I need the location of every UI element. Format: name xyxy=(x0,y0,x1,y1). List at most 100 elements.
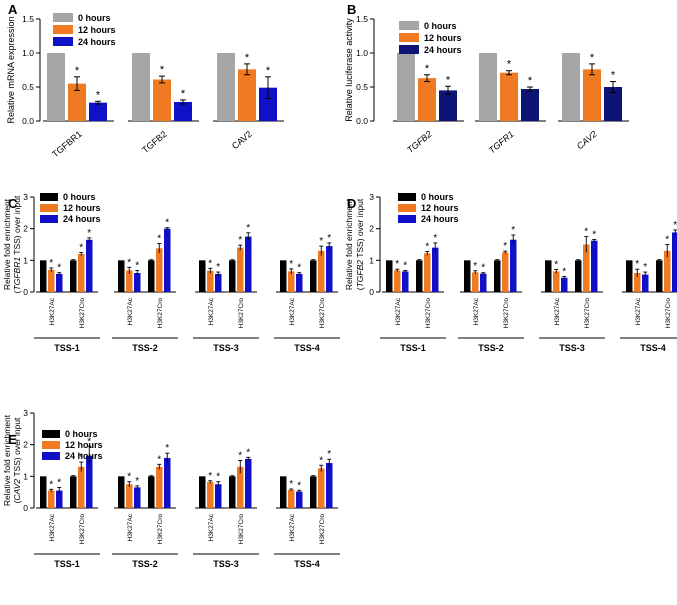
significance-star: * xyxy=(216,472,220,483)
bar xyxy=(664,250,671,292)
legend-label: 0 hours xyxy=(421,192,454,202)
significance-star: * xyxy=(592,229,596,240)
y-tick-label: 0.5 xyxy=(356,82,368,92)
mark-label: H3K27Ac xyxy=(289,513,296,541)
bar xyxy=(418,78,436,121)
group-label: TSS-2 xyxy=(132,559,158,569)
significance-star: * xyxy=(481,263,485,274)
bar xyxy=(229,476,236,508)
significance-star: * xyxy=(245,52,250,64)
mark-label: H3K27Cro xyxy=(584,298,591,329)
category-label: CAV2 xyxy=(230,129,254,151)
bar xyxy=(238,69,256,121)
bar xyxy=(156,466,163,508)
significance-star: * xyxy=(590,52,595,64)
bar xyxy=(591,240,598,292)
bar xyxy=(553,271,560,292)
legend-swatch xyxy=(42,441,60,449)
significance-star: * xyxy=(643,262,647,273)
y-tick-label: 1 xyxy=(23,471,28,481)
bar xyxy=(207,270,214,292)
y-tick-label: 0 xyxy=(23,287,28,297)
significance-star: * xyxy=(446,74,451,86)
y-axis-label-line2: (CAV2 TSS) over input xyxy=(12,417,22,503)
bar xyxy=(642,274,649,292)
mark-label: H3K27Cro xyxy=(79,298,86,329)
mark-label: H3K27Cro xyxy=(157,298,164,329)
legend-swatch xyxy=(42,452,60,460)
bar xyxy=(153,79,171,121)
y-tick-label: 0.0 xyxy=(22,116,34,126)
group-label: TSS-4 xyxy=(640,343,666,353)
y-tick-label: 3 xyxy=(369,192,374,202)
bar xyxy=(148,260,155,292)
y-axis-label: Relative mRNA expression xyxy=(6,16,16,123)
significance-star: * xyxy=(135,476,139,487)
bar xyxy=(296,491,303,508)
bar xyxy=(78,466,85,508)
bar xyxy=(126,270,133,292)
significance-star: * xyxy=(127,257,131,268)
legend-label: 0 hours xyxy=(63,192,96,202)
bar xyxy=(432,247,439,292)
legend-label: 0 hours xyxy=(65,429,98,439)
group-label: TSS-4 xyxy=(294,343,320,353)
significance-star: * xyxy=(79,452,83,463)
legend-label: 0 hours xyxy=(424,21,457,31)
bar xyxy=(89,102,107,121)
bar xyxy=(48,490,55,508)
bar xyxy=(280,260,287,292)
y-axis-label: Relative fold enrichment xyxy=(344,198,354,290)
group-label: TSS-3 xyxy=(213,559,239,569)
significance-star: * xyxy=(266,65,271,77)
significance-star: * xyxy=(611,70,616,82)
legend-label: 24 hours xyxy=(78,37,116,47)
bar xyxy=(237,247,244,292)
category-label: TGFB2 xyxy=(140,129,169,155)
y-tick-label: 1 xyxy=(369,255,374,265)
significance-star: * xyxy=(403,260,407,271)
bar xyxy=(56,273,63,292)
bar xyxy=(86,239,93,292)
legend-label: 12 hours xyxy=(78,25,116,35)
mark-label: H3K27Cro xyxy=(79,514,86,545)
category-label: CAV2 xyxy=(575,129,599,151)
bar xyxy=(199,260,206,292)
bar xyxy=(68,83,86,121)
panel-letter: C xyxy=(8,196,18,211)
bar xyxy=(604,87,622,121)
y-tick-label: 2 xyxy=(23,224,28,234)
bar xyxy=(126,484,133,508)
bar xyxy=(215,273,222,292)
bar xyxy=(318,468,325,508)
y-tick-label: 0 xyxy=(23,503,28,513)
bar xyxy=(439,90,457,121)
bar xyxy=(394,270,401,292)
mark-label: H3K27Ac xyxy=(554,297,561,325)
mark-label: H3K27Cro xyxy=(319,298,326,329)
bar xyxy=(575,260,582,292)
bar xyxy=(70,476,77,508)
y-tick-label: 1 xyxy=(23,255,28,265)
significance-star: * xyxy=(554,260,558,271)
bar xyxy=(40,260,47,292)
legend-swatch xyxy=(398,193,416,201)
panel-letter: A xyxy=(8,2,18,17)
bar xyxy=(318,250,325,292)
bar xyxy=(56,490,63,508)
bar xyxy=(424,253,431,292)
significance-star: * xyxy=(635,259,639,270)
y-axis-label: Relative fold enrichment xyxy=(2,198,12,290)
significance-star: * xyxy=(157,234,161,245)
panel-letter: D xyxy=(347,196,356,211)
bar xyxy=(479,53,497,121)
bar xyxy=(118,476,125,508)
significance-star: * xyxy=(208,258,212,269)
legend-label: 24 hours xyxy=(421,214,459,224)
bar xyxy=(626,260,633,292)
significance-star: * xyxy=(319,236,323,247)
significance-star: * xyxy=(673,220,677,231)
mark-label: H3K27Ac xyxy=(473,297,480,325)
bar xyxy=(545,260,552,292)
y-axis-label-line2: (TGFB2 TSS) over input xyxy=(355,198,365,290)
